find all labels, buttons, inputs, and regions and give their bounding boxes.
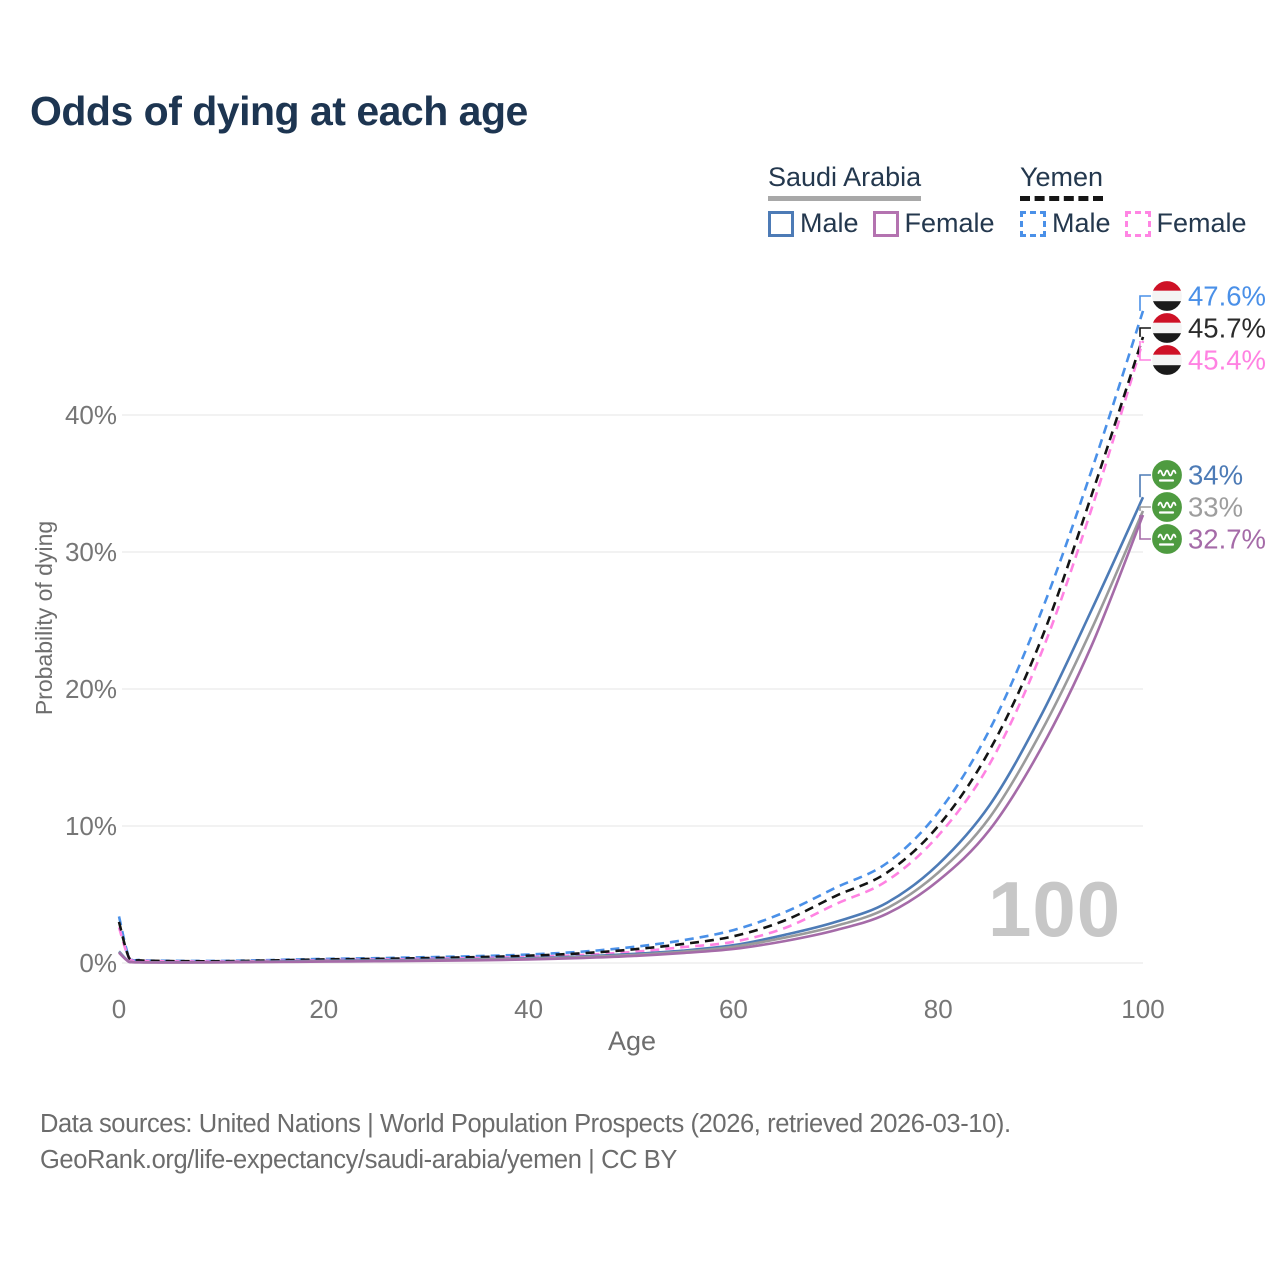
yemen-flag-icon	[1150, 343, 1184, 377]
yemen-flag-icon	[1150, 279, 1184, 313]
series-line-saudi-female	[118, 514, 1145, 964]
x-tick-label: 0	[112, 994, 126, 1024]
series-line-saudi-both	[118, 510, 1145, 964]
legend-item-label: Male	[1052, 208, 1111, 238]
saudi-arabia-flag-icon	[1150, 458, 1184, 492]
label-connector-yemen-female	[1139, 341, 1151, 361]
label-connector-saudi-female	[1139, 515, 1151, 540]
legend-group-saudi-arabia: Saudi Arabia Male Female	[768, 162, 995, 239]
legend-country-label-yemen: Yemen	[1020, 162, 1104, 201]
solid-line-swatch-icon	[768, 210, 794, 237]
end-label-yemen-female: 45.4%	[1188, 345, 1266, 376]
end-label-yemen-male: 47.6%	[1188, 281, 1266, 312]
series-line-yemen-female	[117, 340, 1145, 963]
label-connector-yemen-both	[1139, 327, 1151, 337]
source-line-2: GeoRank.org/life-expectancy/saudi-arabia…	[40, 1146, 678, 1174]
y-axis-title: Probability of dying	[31, 520, 57, 716]
legend-country-saudi-arabia[interactable]: Saudi Arabia	[768, 162, 995, 201]
source-line-1: Data sources: United Nations | World Pop…	[40, 1110, 1011, 1138]
x-tick-label: 40	[514, 994, 543, 1024]
dashed-line-swatch-icon	[1124, 210, 1151, 237]
series-line-yemen-both	[117, 336, 1145, 963]
y-tick-label: 10%	[65, 811, 117, 841]
y-tick-label: 0%	[79, 948, 117, 978]
legend-country-yemen[interactable]: Yemen	[1020, 162, 1247, 201]
end-label-yemen-both: 45.7%	[1188, 313, 1266, 344]
dashed-line-swatch-icon	[1020, 210, 1046, 237]
legend-country-label-saudi-arabia: Saudi Arabia	[768, 162, 922, 201]
saudi-arabia-flag-icon	[1150, 490, 1184, 524]
legend-group-yemen: Yemen Male Female	[1020, 162, 1247, 239]
x-tick-label: 20	[309, 994, 338, 1024]
series-line-saudi-male	[118, 496, 1145, 964]
x-tick-label: 80	[924, 994, 953, 1024]
watermark-max-age: 100	[988, 865, 1122, 953]
yemen-flag-icon	[1150, 311, 1184, 345]
legend-item-yemen-male[interactable]: Male	[1020, 208, 1111, 239]
series-line-yemen-male	[117, 310, 1145, 963]
legend-item-saudi-male[interactable]: Male	[768, 208, 859, 239]
legend-item-saudi-female[interactable]: Female	[872, 208, 995, 239]
label-connector-yemen-male	[1139, 295, 1151, 311]
y-tick-label: 20%	[65, 674, 117, 704]
y-tick-label: 40%	[65, 400, 117, 430]
legend-item-yemen-female[interactable]: Female	[1124, 208, 1247, 239]
x-tick-label: 60	[719, 994, 748, 1024]
saudi-arabia-flag-icon	[1150, 522, 1184, 556]
label-connector-saudi-male	[1139, 474, 1151, 498]
label-connector-saudi-both	[1139, 506, 1151, 511]
y-tick-label: 30%	[65, 537, 117, 567]
solid-line-swatch-icon	[872, 210, 899, 237]
legend-item-label: Female	[1156, 208, 1247, 238]
legend-item-label: Female	[904, 208, 995, 238]
x-axis-title: Age	[607, 1026, 657, 1056]
legend-item-label: Male	[800, 208, 859, 238]
end-label-saudi-male: 34%	[1188, 460, 1243, 491]
data-sources: Data sources: United Nations | World Pop…	[40, 1106, 1011, 1178]
end-label-saudi-both: 33%	[1188, 492, 1243, 523]
x-tick-label: 100	[1121, 994, 1164, 1024]
end-label-saudi-female: 32.7%	[1188, 524, 1266, 555]
chart-title: Odds of dying at each age	[30, 88, 528, 134]
